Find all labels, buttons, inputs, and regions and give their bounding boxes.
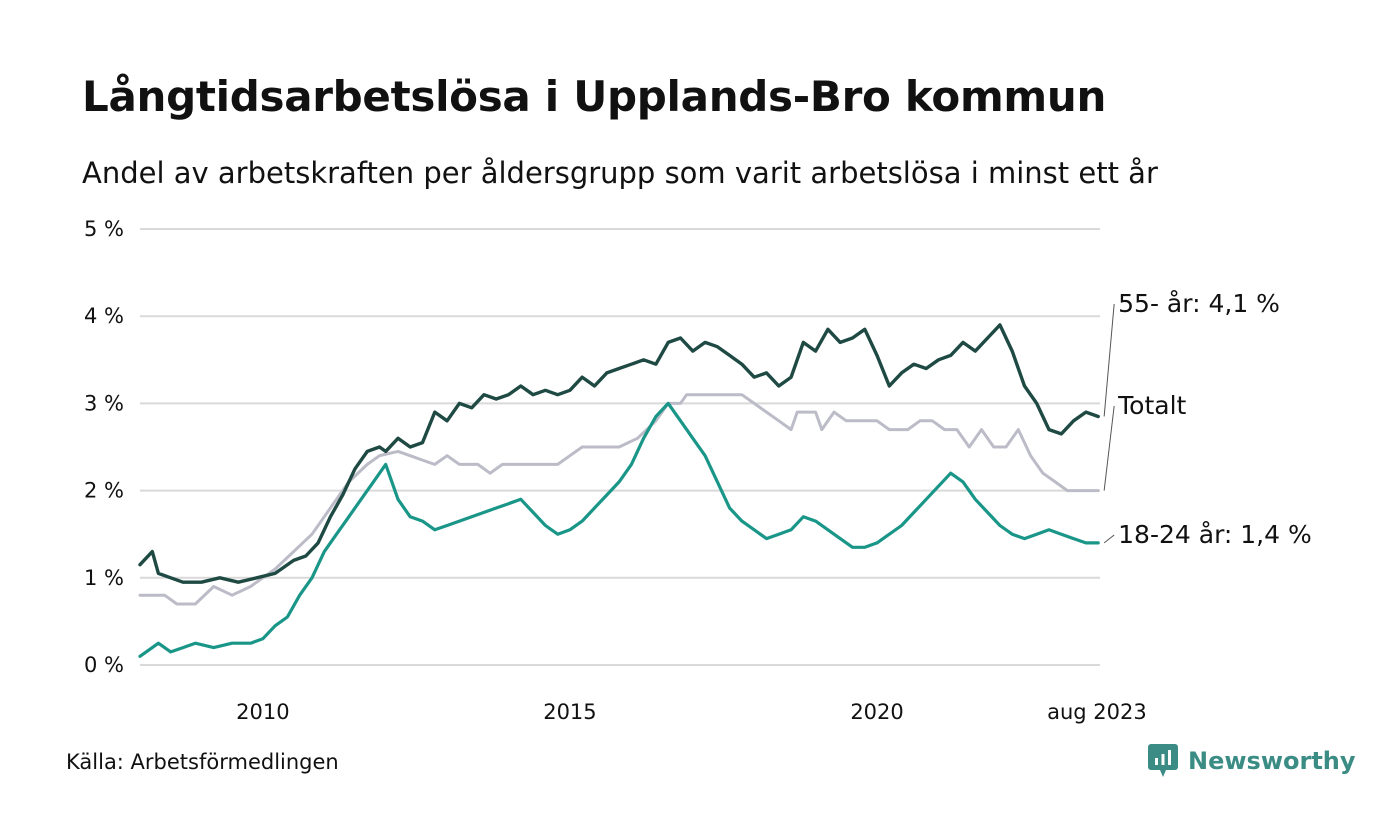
x-tick-label: aug 2023 bbox=[1047, 700, 1147, 724]
y-tick-label: 2 % bbox=[84, 479, 124, 503]
series-line-total bbox=[138, 393, 1100, 606]
end-label-leader-young bbox=[1103, 534, 1115, 544]
newsworthy-logo-icon bbox=[1148, 744, 1178, 777]
y-tick-label: 1 % bbox=[84, 566, 124, 590]
end-label-leader-total bbox=[1103, 405, 1115, 491]
y-tick-label: 5 % bbox=[84, 217, 124, 241]
chart-title: Långtidsarbetslösa i Upplands-Bro kommun bbox=[82, 72, 1107, 121]
end-label-total: Totalt bbox=[1117, 391, 1186, 420]
source-note: Källa: Arbetsförmedlingen bbox=[66, 750, 339, 774]
chart-subtitle: Andel av arbetskraften per åldersgrupp s… bbox=[82, 156, 1158, 190]
end-label-leader-older bbox=[1103, 303, 1115, 417]
series-line-older bbox=[138, 323, 1100, 584]
x-tick-label: 2020 bbox=[850, 700, 903, 724]
x-tick-label: 2015 bbox=[543, 700, 596, 724]
brand-logo: Newsworthy bbox=[1148, 744, 1356, 778]
brand-name: Newsworthy bbox=[1188, 747, 1356, 775]
end-label-young: 18-24 år: 1,4 % bbox=[1118, 520, 1312, 549]
y-tick-label: 0 % bbox=[84, 653, 124, 677]
y-tick-label: 4 % bbox=[84, 304, 124, 328]
series-line-young bbox=[138, 401, 1100, 658]
end-label-older: 55- år: 4,1 % bbox=[1118, 289, 1280, 318]
x-tick-label: 2010 bbox=[236, 700, 289, 724]
y-tick-label: 3 % bbox=[84, 391, 124, 415]
